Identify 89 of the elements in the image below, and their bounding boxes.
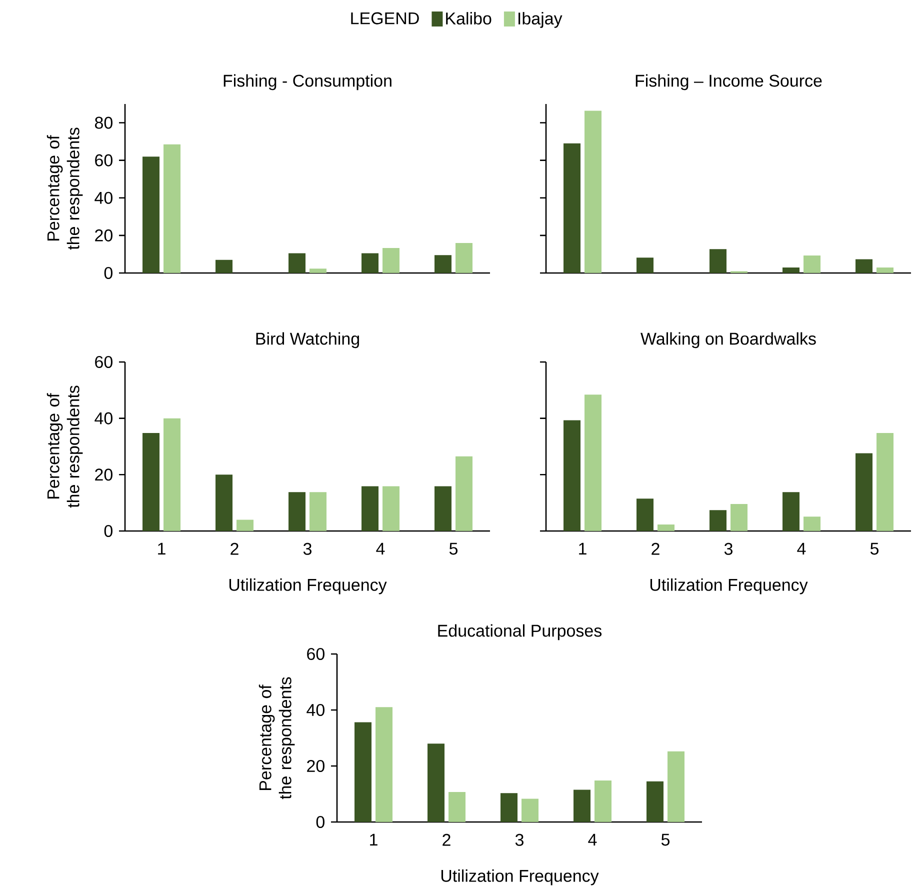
- chart-title: Walking on Boardwalks: [640, 332, 816, 348]
- y-tick-label: 60: [95, 356, 112, 368]
- x-tick-label: 2: [230, 542, 238, 555]
- bar: [310, 268, 326, 273]
- x-tick-label: 4: [376, 542, 385, 555]
- x-axis-title: Utilization Frequency: [650, 578, 808, 594]
- x-tick-label: 3: [303, 542, 312, 555]
- legend-label: Ibajay: [518, 12, 562, 28]
- bar: [730, 504, 748, 531]
- x-tick-label: 5: [661, 834, 670, 846]
- bar: [584, 110, 602, 273]
- y-tick-label: 40: [306, 704, 324, 716]
- bar: [564, 143, 581, 273]
- bar: [710, 249, 727, 273]
- y-axis-title: Percentage of the respondents: [46, 128, 83, 250]
- bar: [636, 258, 654, 273]
- bar: [216, 474, 233, 531]
- bar: [362, 486, 379, 531]
- bar: [288, 253, 306, 273]
- bar: [428, 744, 445, 822]
- x-tick-label: 2: [652, 542, 660, 555]
- bar: [164, 418, 181, 531]
- bar: [448, 792, 466, 822]
- bar: [658, 524, 675, 531]
- bar: [804, 256, 821, 273]
- bar: [594, 780, 612, 822]
- bar: [362, 253, 379, 273]
- bar: [876, 432, 894, 531]
- chart-title: Fishing – Income Source: [636, 74, 822, 90]
- legend-title: LEGEND: [351, 12, 419, 24]
- x-axis-title: Utilization Frequency: [229, 578, 387, 594]
- bar: [164, 144, 181, 273]
- bar: [376, 707, 393, 822]
- bar: [456, 242, 473, 273]
- y-axis-title: Percentage of the respondents: [258, 677, 295, 800]
- bar: [646, 781, 664, 822]
- x-tick-label: 1: [579, 542, 586, 555]
- y-tick-label: 40: [94, 412, 112, 424]
- y-tick-label: 0: [104, 266, 112, 280]
- bar: [876, 268, 894, 273]
- bar: [236, 520, 254, 531]
- y-tick-label: 60: [95, 154, 112, 166]
- y-tick-label: 20: [95, 468, 112, 481]
- bar: [564, 420, 581, 531]
- y-tick-label: 40: [94, 192, 112, 204]
- x-tick-label: 1: [370, 834, 378, 846]
- x-tick-label: 5: [449, 542, 458, 555]
- x-tick-label: 5: [870, 542, 879, 555]
- bar: [382, 486, 400, 531]
- bar: [522, 798, 538, 822]
- bar: [142, 432, 160, 531]
- bar: [574, 790, 590, 822]
- bar: [782, 492, 800, 531]
- bar: [288, 492, 306, 531]
- x-tick-label: 2: [442, 834, 450, 846]
- x-tick-label: 3: [515, 834, 524, 846]
- bar: [782, 268, 800, 273]
- bar: [354, 722, 372, 822]
- y-tick-label: 60: [307, 648, 324, 660]
- bar: [310, 492, 326, 531]
- x-tick-label: 4: [797, 542, 806, 555]
- bar: [668, 751, 685, 822]
- bar: [434, 486, 452, 531]
- x-tick-label: 3: [724, 542, 732, 555]
- chart-title: Bird Watching: [256, 332, 359, 348]
- y-tick-label: 0: [316, 816, 324, 828]
- y-axis-title: Percentage of the respondents: [46, 386, 83, 508]
- bar: [382, 248, 400, 273]
- bar: [710, 510, 727, 531]
- chart-title: Fishing - Consumption: [224, 74, 392, 90]
- bar: [456, 456, 473, 531]
- x-axis-title: Utilization Frequency: [441, 869, 599, 886]
- chart-title: Educational Purposes: [438, 624, 602, 640]
- y-tick-label: 20: [95, 229, 112, 242]
- x-tick-label: 4: [588, 834, 597, 846]
- bar: [804, 516, 821, 531]
- legend-label: Kalibo: [446, 12, 492, 25]
- x-tick-label: 1: [158, 542, 166, 555]
- y-tick-label: 20: [307, 760, 324, 772]
- bar: [216, 260, 233, 273]
- bar: [856, 453, 873, 531]
- bar: [500, 793, 518, 822]
- bar: [584, 394, 602, 531]
- y-tick-label: 80: [94, 116, 112, 129]
- bar: [434, 255, 452, 273]
- y-tick-label: 0: [104, 524, 112, 538]
- bar: [142, 156, 160, 273]
- bar: [636, 498, 654, 531]
- bar: [856, 259, 873, 273]
